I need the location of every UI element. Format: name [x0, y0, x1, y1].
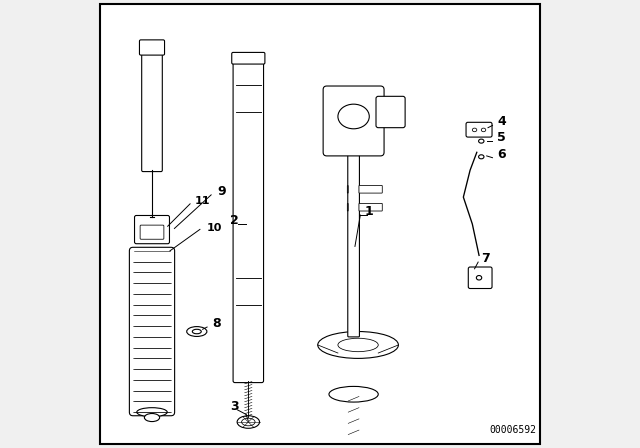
Text: 4: 4	[497, 116, 506, 129]
Ellipse shape	[193, 329, 201, 334]
FancyBboxPatch shape	[376, 96, 405, 128]
Ellipse shape	[338, 338, 378, 352]
FancyBboxPatch shape	[233, 61, 264, 383]
Text: 9: 9	[217, 185, 225, 198]
Ellipse shape	[476, 276, 482, 280]
Ellipse shape	[481, 128, 486, 132]
Ellipse shape	[479, 139, 484, 143]
FancyBboxPatch shape	[140, 225, 164, 239]
Ellipse shape	[479, 155, 484, 159]
Text: 7: 7	[481, 252, 490, 265]
Text: 00006592: 00006592	[489, 425, 536, 435]
Ellipse shape	[242, 418, 255, 426]
FancyBboxPatch shape	[141, 52, 163, 172]
Text: 1: 1	[365, 205, 374, 218]
Ellipse shape	[145, 414, 159, 422]
FancyBboxPatch shape	[129, 247, 175, 416]
FancyBboxPatch shape	[466, 122, 492, 137]
FancyBboxPatch shape	[348, 147, 360, 337]
FancyBboxPatch shape	[468, 267, 492, 289]
Text: 11: 11	[195, 196, 210, 206]
Ellipse shape	[317, 332, 398, 358]
Text: 5: 5	[497, 131, 506, 144]
FancyBboxPatch shape	[359, 203, 382, 211]
Text: 8: 8	[212, 317, 221, 330]
Ellipse shape	[329, 386, 378, 402]
Text: 10: 10	[207, 223, 222, 233]
FancyBboxPatch shape	[359, 185, 382, 193]
FancyBboxPatch shape	[140, 40, 164, 55]
Ellipse shape	[472, 128, 477, 132]
FancyBboxPatch shape	[134, 215, 170, 244]
Ellipse shape	[187, 327, 207, 336]
Text: 3: 3	[230, 400, 239, 413]
FancyBboxPatch shape	[323, 86, 384, 156]
Ellipse shape	[237, 416, 260, 428]
Text: 6: 6	[497, 148, 506, 161]
Ellipse shape	[137, 408, 167, 417]
Ellipse shape	[338, 104, 369, 129]
FancyBboxPatch shape	[232, 52, 265, 64]
Text: 2: 2	[230, 214, 239, 227]
